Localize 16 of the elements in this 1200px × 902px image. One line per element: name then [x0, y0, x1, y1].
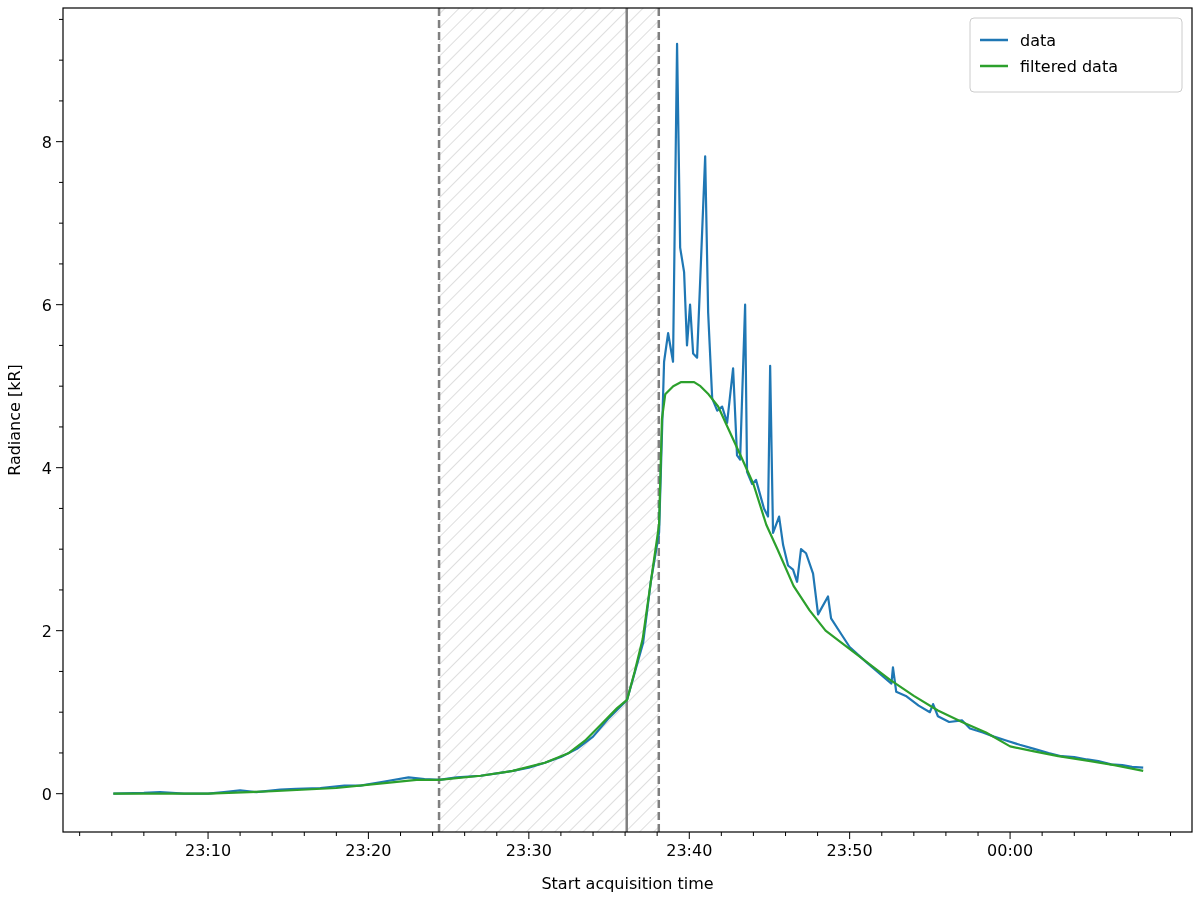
y-tick-label: 6 [41, 295, 52, 315]
x-tick-label: 00:00 [987, 841, 1034, 860]
line-series [112, 381, 1145, 795]
y-tick-label: 2 [41, 621, 52, 641]
y-tick-label: 0 [41, 784, 52, 804]
legend-label: filtered data [1020, 57, 1118, 76]
x-tick-label: 23:20 [345, 841, 392, 860]
x-axis-title: Start acquisition time [541, 874, 714, 893]
y-tick-label: 8 [41, 132, 52, 152]
y-tick-label: 4 [41, 458, 52, 478]
x-tick-label: 23:30 [505, 841, 552, 860]
y-axis-title: Radiance [kR] [5, 364, 24, 476]
x-tick-label: 23:50 [826, 841, 873, 860]
x-tick-label: 23:40 [666, 841, 713, 860]
legend-label: data [1020, 31, 1057, 50]
x-tick-label: 23:10 [184, 841, 232, 860]
